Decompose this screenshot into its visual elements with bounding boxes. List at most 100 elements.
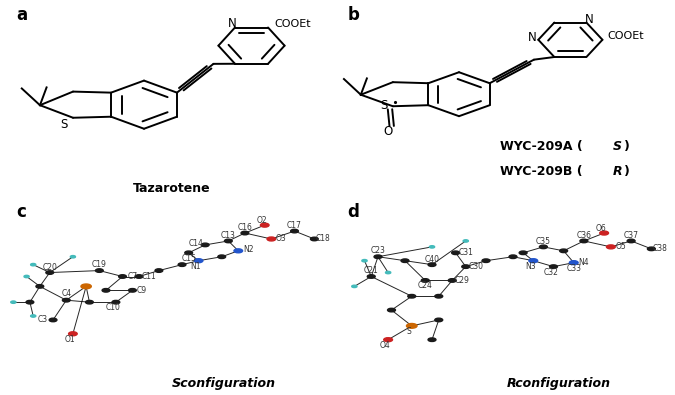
Text: -configuration: -configuration xyxy=(510,377,610,389)
Ellipse shape xyxy=(46,271,53,274)
Ellipse shape xyxy=(128,288,136,292)
Text: c: c xyxy=(17,203,26,222)
Ellipse shape xyxy=(178,263,186,267)
Ellipse shape xyxy=(509,255,517,259)
Text: COOEt: COOEt xyxy=(608,31,644,41)
Text: WYC-209A (: WYC-209A ( xyxy=(500,140,583,153)
Ellipse shape xyxy=(62,299,70,302)
Text: C7: C7 xyxy=(128,272,138,281)
Text: -configuration: -configuration xyxy=(176,377,276,389)
Ellipse shape xyxy=(463,240,468,242)
Text: C40: C40 xyxy=(425,255,439,263)
Text: C3: C3 xyxy=(38,316,48,324)
Ellipse shape xyxy=(435,295,443,298)
Text: O4: O4 xyxy=(380,341,391,350)
Text: C19: C19 xyxy=(92,260,107,269)
Ellipse shape xyxy=(185,251,192,255)
Text: C15: C15 xyxy=(181,254,196,263)
Text: C20: C20 xyxy=(43,263,57,271)
Ellipse shape xyxy=(234,249,242,253)
Ellipse shape xyxy=(11,301,16,303)
Text: C35: C35 xyxy=(536,237,551,246)
Ellipse shape xyxy=(529,259,537,263)
Text: O: O xyxy=(383,125,392,138)
Text: C18: C18 xyxy=(315,235,330,243)
Text: C9: C9 xyxy=(136,286,146,295)
Ellipse shape xyxy=(155,269,163,273)
Ellipse shape xyxy=(26,300,34,304)
Ellipse shape xyxy=(448,279,456,282)
Ellipse shape xyxy=(435,318,443,322)
Ellipse shape xyxy=(406,324,417,328)
Ellipse shape xyxy=(119,275,126,278)
Ellipse shape xyxy=(261,223,269,227)
Ellipse shape xyxy=(606,245,616,249)
Text: ): ) xyxy=(624,165,630,178)
Ellipse shape xyxy=(24,275,29,278)
Text: R: R xyxy=(506,377,516,389)
Ellipse shape xyxy=(95,269,103,273)
Text: C11: C11 xyxy=(142,272,157,281)
Text: N: N xyxy=(228,17,237,30)
Text: S: S xyxy=(406,327,412,336)
Text: O5: O5 xyxy=(616,243,626,251)
Ellipse shape xyxy=(49,318,57,322)
Ellipse shape xyxy=(267,237,275,241)
Text: C17: C17 xyxy=(287,221,302,230)
Text: C10: C10 xyxy=(106,303,121,312)
Ellipse shape xyxy=(569,261,578,265)
Text: N2: N2 xyxy=(243,245,253,254)
Ellipse shape xyxy=(112,300,119,304)
Ellipse shape xyxy=(310,237,318,241)
Ellipse shape xyxy=(647,247,655,251)
Text: N: N xyxy=(585,13,593,26)
Text: C31: C31 xyxy=(458,248,473,257)
Ellipse shape xyxy=(36,284,44,288)
Text: C16: C16 xyxy=(238,223,252,232)
Ellipse shape xyxy=(482,259,490,262)
Ellipse shape xyxy=(194,259,203,263)
Ellipse shape xyxy=(69,332,77,336)
Text: C24: C24 xyxy=(418,282,433,290)
Text: O2: O2 xyxy=(256,216,267,225)
Ellipse shape xyxy=(352,285,357,288)
Ellipse shape xyxy=(428,263,436,267)
Ellipse shape xyxy=(102,288,110,292)
Ellipse shape xyxy=(462,265,470,269)
Ellipse shape xyxy=(401,259,409,262)
Text: COOEt: COOEt xyxy=(275,19,311,29)
Text: O1: O1 xyxy=(64,335,75,344)
Ellipse shape xyxy=(627,239,635,243)
Ellipse shape xyxy=(408,295,416,298)
Ellipse shape xyxy=(30,263,36,266)
Ellipse shape xyxy=(539,245,547,249)
Ellipse shape xyxy=(580,239,588,243)
Text: C13: C13 xyxy=(221,231,236,240)
Text: S: S xyxy=(61,118,68,130)
Text: S: S xyxy=(172,377,181,389)
Ellipse shape xyxy=(291,229,298,233)
Ellipse shape xyxy=(519,251,527,255)
Ellipse shape xyxy=(560,249,568,253)
Ellipse shape xyxy=(81,284,91,289)
Text: N: N xyxy=(528,31,537,44)
Ellipse shape xyxy=(362,260,367,262)
Text: C4: C4 xyxy=(61,289,72,298)
Ellipse shape xyxy=(241,231,249,235)
Ellipse shape xyxy=(30,315,36,317)
Ellipse shape xyxy=(387,308,396,312)
Ellipse shape xyxy=(367,275,375,278)
Text: C23: C23 xyxy=(371,246,385,255)
Text: C37: C37 xyxy=(624,231,639,240)
Text: C38: C38 xyxy=(652,245,668,253)
Ellipse shape xyxy=(225,239,232,243)
Ellipse shape xyxy=(218,255,225,259)
Ellipse shape xyxy=(383,338,392,342)
Text: C32: C32 xyxy=(543,268,558,276)
Text: C29: C29 xyxy=(455,276,470,285)
Text: b: b xyxy=(348,6,360,24)
Ellipse shape xyxy=(599,231,609,235)
Text: N4: N4 xyxy=(578,258,589,267)
Text: C14: C14 xyxy=(188,239,203,248)
Text: O3: O3 xyxy=(276,235,287,243)
